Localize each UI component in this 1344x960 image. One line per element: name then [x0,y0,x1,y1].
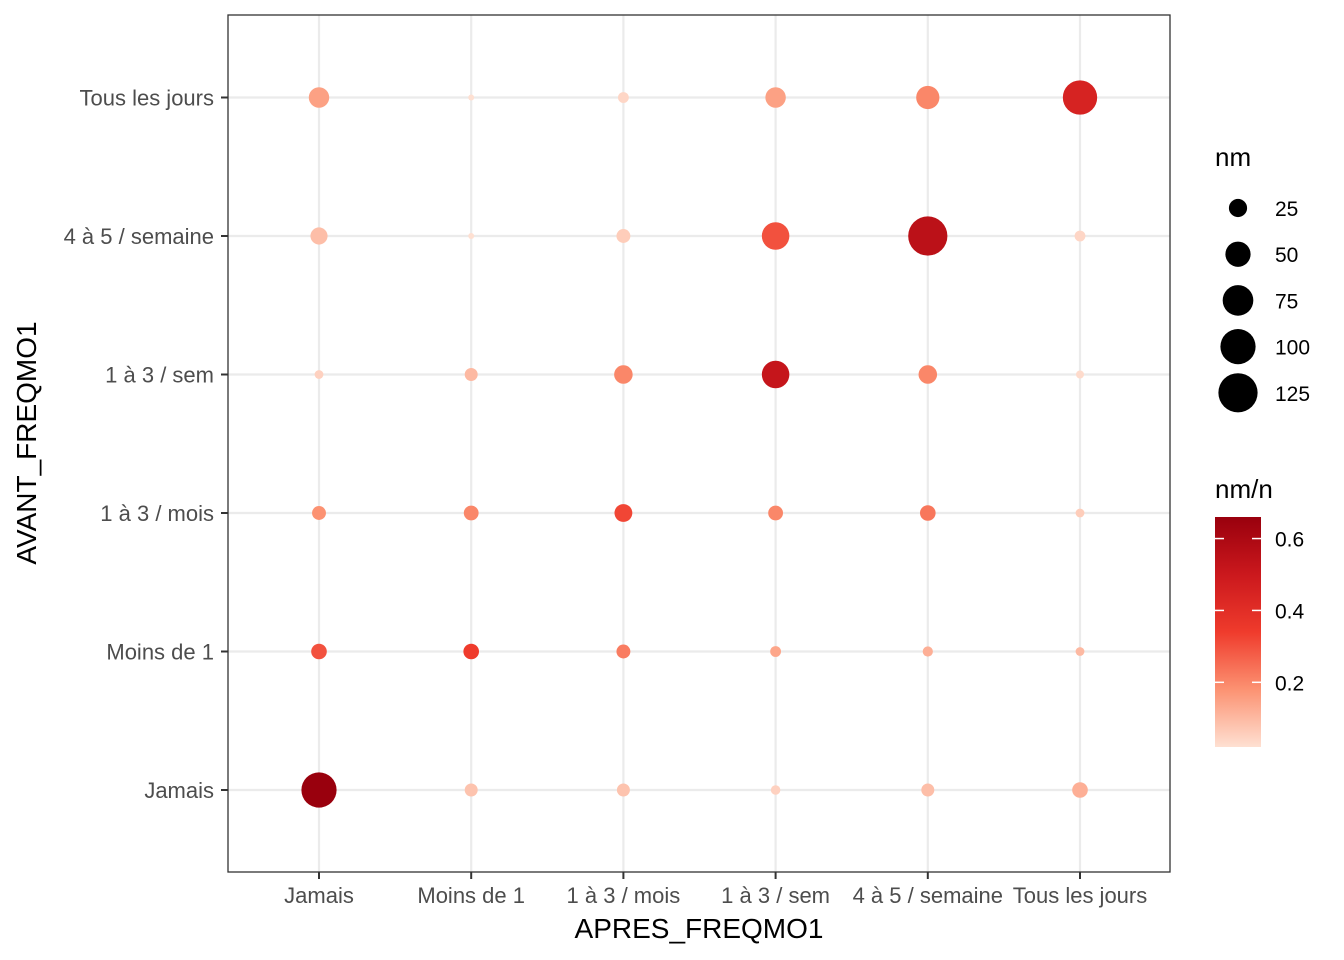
x-axis: Jamais Moins de 1 1 à 3 / mois 1 à 3 / sem 4… [284,872,1147,908]
size-legend-label: 125 [1275,383,1310,406]
data-point [770,646,782,657]
colorbar [1215,517,1261,747]
data-point [464,783,478,797]
size-legend: nm 25 50 75 100 125 [1215,142,1310,413]
x-tick-label: 1 à 3 / sem [721,883,830,908]
x-tick-label: Jamais [284,883,354,908]
data-point [614,365,633,384]
y-tick-label: Moins de 1 [106,640,214,665]
data-point [312,506,326,520]
data-point [464,368,478,381]
data-point [1062,80,1098,115]
data-points [301,80,1098,808]
size-legend-label: 50 [1275,244,1298,267]
data-point [614,504,633,522]
data-point [616,783,630,797]
data-point [918,365,938,384]
data-point [463,643,480,660]
data-point [616,644,631,659]
colorbar-tick-label: 0.6 [1275,529,1304,552]
data-point [1075,647,1085,656]
size-legend-key [1222,285,1254,316]
x-tick-label: Moins de 1 [417,883,525,908]
data-point [1074,230,1086,242]
y-axis: Jamais Moins de 1 1 à 3 / mois 1 à 3 / sem 4… [64,86,228,803]
x-tick-label: 1 à 3 / mois [567,883,681,908]
data-point [761,222,790,250]
y-tick-label: Tous les jours [79,86,214,111]
size-legend-title: nm [1215,142,1251,172]
data-point [770,785,781,795]
data-point [922,646,933,657]
plot-border [227,14,1171,873]
plot-background [228,15,1170,872]
colorbar-tick-label: 0.2 [1275,672,1304,695]
data-point [463,505,479,521]
size-legend-key [1225,241,1251,267]
y-tick-label: 4 à 5 / semaine [64,224,214,249]
data-point [308,87,330,108]
size-legend-key [1228,198,1248,218]
data-point [908,216,948,256]
data-point [617,92,629,103]
size-legend-key [1220,329,1256,365]
x-axis-title: APRES_FREQMO1 [575,913,824,944]
data-point [921,783,935,797]
size-legend-label: 100 [1275,337,1310,360]
x-tick-label: Tous les jours [1013,883,1148,908]
data-point [761,360,790,389]
data-point [919,505,936,521]
data-point [301,772,337,808]
y-tick-label: 1 à 3 / sem [105,363,214,388]
colorbar-tick-label: 0.4 [1275,600,1305,623]
x-tick-label: 4 à 5 / semaine [853,883,1003,908]
y-tick-label: Jamais [144,778,214,803]
size-legend-key [1218,373,1258,413]
size-legend-label: 25 [1275,198,1298,221]
data-point [310,227,328,245]
data-point [616,229,631,243]
data-point [314,370,324,379]
data-point [765,87,786,108]
data-point [1076,370,1084,379]
y-axis-title: AVANT_FREQMO1 [11,321,42,564]
size-legend-label: 75 [1275,290,1298,313]
data-point [468,233,475,239]
data-point [311,643,327,660]
data-point [1072,782,1088,798]
grid-lines [228,15,1170,872]
data-point [468,94,475,101]
y-tick-label: 1 à 3 / mois [100,501,214,526]
data-point [916,85,940,110]
color-legend-title: nm/n [1215,474,1273,504]
data-point [1075,508,1085,518]
data-point [768,505,783,521]
color-legend: nm/n 0.2 0.4 0.6 [1215,474,1305,747]
